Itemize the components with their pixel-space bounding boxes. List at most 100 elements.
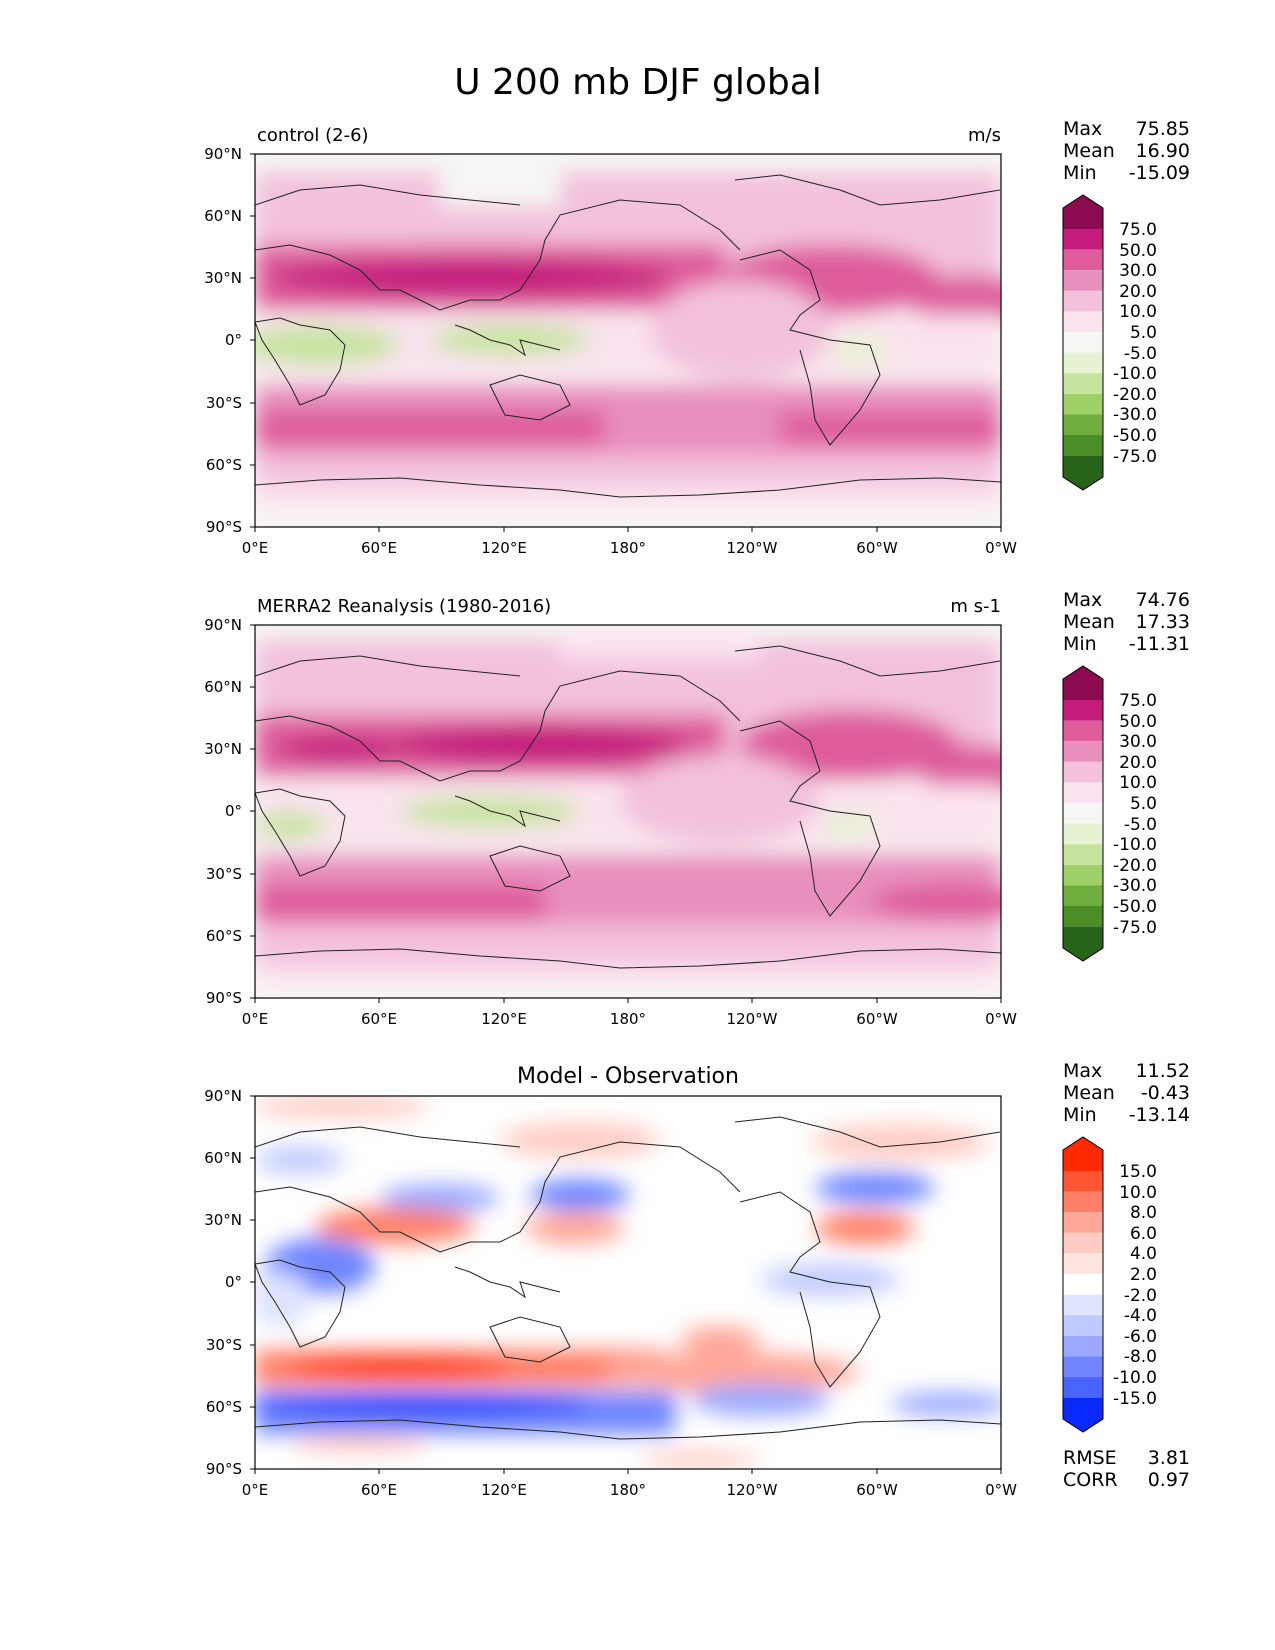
colorbar-segment [1063,741,1103,762]
panel-title-center: Model - Observation [517,1064,739,1089]
colorbar-level: -10.0 [1113,835,1157,855]
lat-tick-label: 0° [225,331,242,349]
lat-axis: 90°N 60°N 30°N 0° 30°S 60°S 90°S [204,616,255,1007]
colorbar-segment [1063,1171,1103,1192]
colorbar: 75.0 50.0 30.0 20.0 10.0 5.0 -5.0 -10.0 … [1062,194,1157,491]
stats-block: Max 11.52 Mean -0.43 Min -13.14 [1063,1060,1190,1126]
colorbar-level: -2.0 [1124,1286,1157,1306]
colorbar-level: 10.0 [1119,1183,1157,1203]
colorbar-segment [1063,885,1103,906]
colorbar-segment [1063,1335,1103,1357]
colorbar-segment [1063,195,1103,229]
colorbar-level: 4.0 [1130,1244,1157,1264]
colorbar-level: 10.0 [1119,302,1157,322]
stat-max-value: 74.76 [1136,589,1190,611]
stat-mean-value: 16.90 [1136,140,1190,162]
coastlines [255,174,1001,498]
colorbar-segment [1063,290,1103,312]
lon-tick-label: 60°W [856,1481,898,1499]
colorbar-segment [1063,1274,1103,1295]
colorbar-level: -8.0 [1124,1347,1157,1367]
panel-merra2: MERRA2 Reanalysis (1980-2016) m s-1 [204,589,1190,1028]
stats-block: Max 74.76 Mean 17.33 Min -11.31 [1063,589,1190,655]
colorbar-level: -50.0 [1113,426,1157,446]
colorbar-level: 20.0 [1119,753,1157,773]
lon-tick-label: 60°W [856,1010,898,1028]
colorbar-segment [1063,1212,1103,1233]
stat-mean-label: Mean [1063,1082,1115,1104]
colorbar-level: 10.0 [1119,773,1157,793]
lat-tick-label: 60°S [206,927,242,945]
colorbar-segment [1063,864,1103,886]
stat-max-value: 11.52 [1136,1060,1190,1082]
colorbar-level: -10.0 [1113,364,1157,384]
lat-tick-label: 30°S [206,1336,242,1354]
lon-tick-label: 0°W [985,1010,1017,1028]
lat-tick-label: 60°N [204,678,242,696]
lat-tick-label: 0° [225,1273,242,1291]
colorbar-segment [1063,823,1103,845]
colorbar-segment [1063,782,1103,803]
lat-tick-label: 60°S [206,456,242,474]
colorbar: 75.0 50.0 30.0 20.0 10.0 5.0 -5.0 -10.0 … [1062,665,1157,962]
stat-min-value: -15.09 [1129,162,1190,184]
rmse-value: 3.81 [1148,1447,1190,1469]
colorbar-level: -75.0 [1113,918,1157,938]
colorbar-segment [1063,844,1103,865]
lat-tick-label: 30°N [204,740,242,758]
colorbar-segment [1063,393,1103,415]
colorbar-segment [1063,435,1103,456]
colorbar-segment [1063,1377,1103,1398]
difference-map [255,1096,1001,1469]
lon-tick-label: 120°W [727,1010,778,1028]
colorbar-segment [1063,373,1103,394]
stat-max-value: 75.85 [1136,118,1190,140]
coastlines [255,645,1001,969]
metrics-block: RMSE 3.81 CORR 0.97 [1063,1447,1190,1491]
colorbar-segment [1063,332,1103,353]
colorbar-segment [1063,1253,1103,1274]
lat-tick-label: 60°S [206,1398,242,1416]
colorbar-segment [1063,1232,1103,1254]
stat-mean-value: -0.43 [1141,1082,1190,1104]
colorbar-segment [1063,666,1103,700]
lon-tick-label: 120°E [481,1010,527,1028]
colorbar-segment [1063,270,1103,291]
colorbar-level: -6.0 [1124,1327,1157,1347]
colorbar-segment [1063,926,1103,961]
colorbar-level: 20.0 [1119,282,1157,302]
panel-title-left: control (2-6) [257,125,369,146]
panel-title-left: MERRA2 Reanalysis (1980-2016) [257,596,551,617]
lat-tick-label: 30°S [206,865,242,883]
panel-units: m/s [968,125,1001,146]
lon-tick-label: 60°E [361,1010,397,1028]
stat-min-value: -13.14 [1129,1104,1190,1126]
colorbar-segment [1063,414,1103,435]
stat-mean-value: 17.33 [1136,611,1190,633]
lon-tick-label: 120°E [481,539,527,557]
figure-title: U 200 mb DJF global [454,62,822,103]
lat-tick-label: 90°N [204,616,242,634]
colorbar-level: -4.0 [1124,1306,1157,1326]
colorbar-level: 5.0 [1130,794,1157,814]
lat-tick-label: 60°N [204,1149,242,1167]
lon-tick-label: 0°W [985,539,1017,557]
stat-min-label: Min [1063,162,1097,184]
colorbar-level: 75.0 [1119,691,1157,711]
colorbar-level: 8.0 [1130,1203,1157,1223]
lat-tick-label: 0° [225,802,242,820]
lat-tick-label: 30°N [204,1211,242,1229]
lon-tick-label: 120°E [481,1481,527,1499]
colorbar-level: -75.0 [1113,447,1157,467]
lon-tick-label: 180° [610,1010,646,1028]
coastlines [255,1116,1001,1440]
colorbar-level: -15.0 [1113,1389,1157,1409]
lon-tick-label: 120°W [727,1481,778,1499]
rmse-label: RMSE [1063,1447,1117,1469]
panel-difference: Model - Observation [204,1060,1190,1499]
colorbar-segment [1063,803,1103,824]
colorbar-segment [1063,761,1103,783]
lat-axis: 90°N 60°N 30°N 0° 30°S 60°S 90°S [204,1087,255,1478]
stat-max-label: Max [1063,589,1102,611]
